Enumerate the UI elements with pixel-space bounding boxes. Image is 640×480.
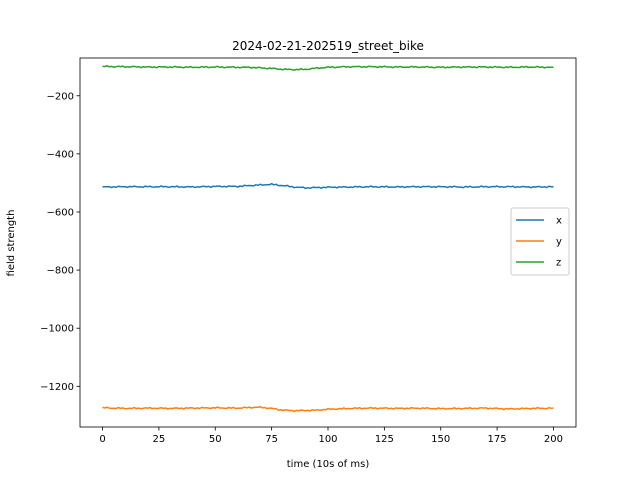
series-line-z: [102, 64, 554, 71]
x-tick-label: 100: [318, 434, 337, 445]
x-axis-ticks: 0 25 50 75 100 125 150 175 200: [99, 427, 563, 445]
legend: xyz: [510, 207, 570, 276]
series-line-x: [102, 182, 554, 190]
x-tick-label: 175: [488, 434, 507, 445]
legend-label-z: z: [556, 258, 561, 269]
plot-area: [80, 58, 576, 427]
x-tick-label: 125: [375, 434, 394, 445]
y-tick-label: −400: [47, 149, 74, 160]
plot-frame: [79, 57, 577, 428]
y-tick-label: −1200: [40, 382, 74, 393]
x-tick-label: 150: [431, 434, 450, 445]
y-axis-label: field strength: [6, 210, 17, 277]
legend-entries: xyz: [516, 216, 562, 269]
y-tick-label: −1000: [40, 324, 74, 335]
x-tick-label: 0: [99, 434, 105, 445]
legend-label-x: x: [556, 216, 562, 227]
y-tick-label: −600: [47, 207, 74, 218]
legend-label-y: y: [556, 237, 562, 248]
y-tick-label: −200: [47, 91, 74, 102]
y-tick-label: −800: [47, 266, 74, 277]
chart-title: 2024-02-21-202519_street_bike: [232, 39, 424, 53]
y-axis-ticks: −1200 −1000 −800 −600 −400 −200: [40, 91, 80, 393]
x-tick-label: 200: [544, 434, 563, 445]
series-line-y: [102, 405, 554, 413]
x-tick-label: 50: [209, 434, 222, 445]
x-tick-label: 25: [153, 434, 166, 445]
x-axis-label: time (10s of ms): [287, 459, 370, 470]
x-tick-label: 75: [265, 434, 278, 445]
series-lines: [102, 64, 554, 413]
